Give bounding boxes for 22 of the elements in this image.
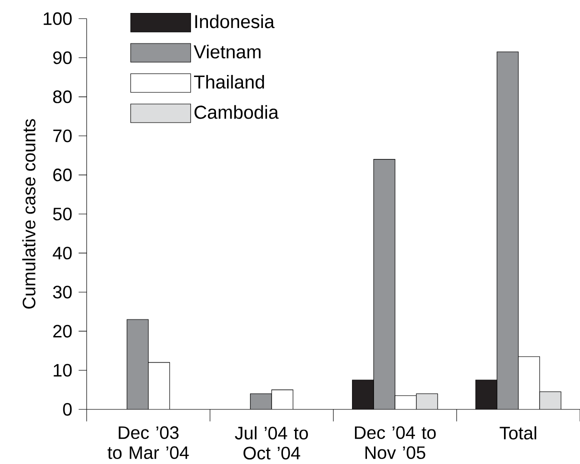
bar (539, 391, 562, 410)
y-tick-label: 90 (53, 51, 72, 64)
y-tick-label: 70 (53, 129, 72, 142)
legend-label: Indonesia (195, 14, 275, 28)
y-tick-label: 80 (53, 90, 72, 104)
y-tick-label: 60 (53, 168, 72, 182)
y-tick-label: 0 (63, 402, 72, 416)
y-tick-label: 40 (52, 246, 72, 260)
y-tick-label: 100 (44, 12, 72, 26)
y-tick-label: 20 (53, 324, 72, 338)
legend-label: Thailand (194, 74, 264, 89)
y-tick-label: 30 (53, 286, 72, 298)
bar (416, 394, 438, 410)
x-tick-label: Dec ’03 to Mar ’04 (108, 426, 189, 459)
y-axis-title: Cumulative case counts (22, 119, 36, 309)
x-tick-label: Dec ’04 to Nov ’05 (354, 426, 436, 459)
y-tick-label: 50 (53, 208, 72, 220)
legend-label: Vietnam (194, 44, 261, 58)
legend-label: Cambodia (194, 105, 279, 119)
y-tick-label: 10 (54, 364, 72, 377)
x-tick-label: Total (500, 426, 536, 440)
x-tick-label: Jul ’04 to Oct ’04 (234, 426, 308, 460)
